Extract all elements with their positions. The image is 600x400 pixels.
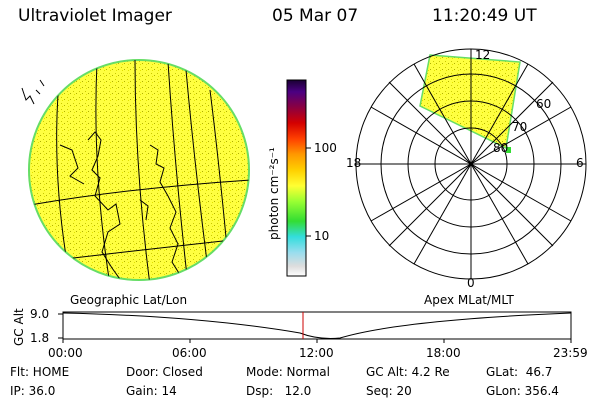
image-time: 11:20:49 UT — [432, 6, 537, 26]
colorbar-tick-label-10: 10 — [314, 229, 330, 243]
status-gain: Gain: 14 — [126, 384, 177, 398]
instrument-title: Ultraviolet Imager — [18, 6, 172, 26]
image-date: 05 Mar 07 — [272, 6, 359, 26]
mlt-label-12: 12 — [475, 48, 491, 62]
status-ip: IP: 36.0 — [10, 384, 56, 398]
mlat-label-60: 60 — [536, 97, 552, 111]
altitude-axis-label: GC Alt — [12, 308, 26, 346]
status-mode: Mode: Normal — [246, 365, 330, 379]
time-tick-label-2359: 23:59 — [553, 346, 588, 360]
mlt-label-6: 6 — [576, 156, 584, 170]
status-seq: Seq: 20 — [366, 384, 412, 398]
time-tick-label-1200: 12:00 — [299, 346, 334, 360]
status-door: Door: Closed — [126, 365, 203, 379]
status-flight: Flt: HOME — [10, 365, 70, 379]
colorbar-unit-label: photon cm⁻²s⁻¹ — [267, 147, 281, 240]
status-dsp: Dsp: 12.0 — [246, 384, 312, 398]
mlat-label-80: 80 — [493, 141, 509, 155]
auroral-spot — [506, 147, 511, 153]
status-glon: GLon: 356.4 — [486, 384, 559, 398]
mlat-label-70: 70 — [512, 120, 528, 134]
right-panel-caption: Apex MLat/MLT — [424, 293, 514, 307]
x-ticks — [62, 339, 572, 343]
colorbar — [286, 79, 307, 277]
alt-y-tick-label-high: 9.0 — [30, 307, 50, 321]
earth-disk-image — [28, 59, 250, 281]
alt-y-tick-label-low: 1.8 — [30, 331, 50, 345]
mlt-label-0: 0 — [467, 276, 475, 290]
colorbar-tick-label-100: 100 — [314, 141, 337, 155]
coastline-fragment — [21, 79, 45, 105]
time-tick-label-0000: 00:00 — [48, 346, 83, 360]
altitude-curve — [62, 312, 572, 339]
left-panel-caption: Geographic Lat/Lon — [70, 293, 188, 307]
polar-grid — [355, 48, 587, 280]
time-tick-label-1800: 18:00 — [426, 346, 461, 360]
time-tick-label-0600: 06:00 — [172, 346, 207, 360]
mlt-label-18: 18 — [346, 156, 362, 170]
status-glat: GLat: 46.7 — [486, 365, 553, 379]
status-gc-alt: GC Alt: 4.2 Re — [366, 365, 450, 379]
